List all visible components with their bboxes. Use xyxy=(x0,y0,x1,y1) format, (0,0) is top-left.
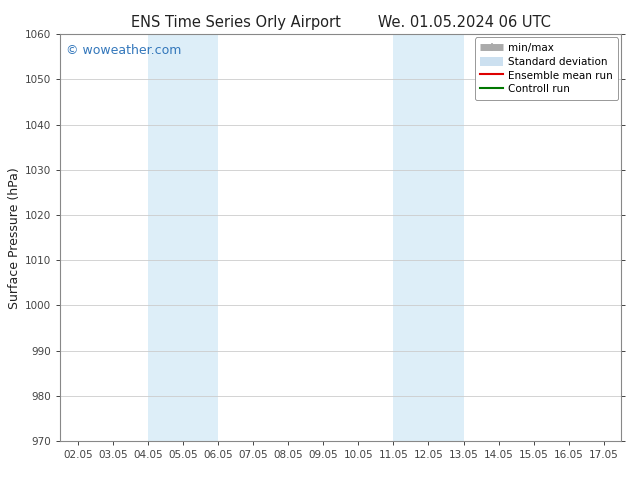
Bar xyxy=(393,34,463,441)
Text: © woweather.com: © woweather.com xyxy=(66,45,181,57)
Legend: min/max, Standard deviation, Ensemble mean run, Controll run: min/max, Standard deviation, Ensemble me… xyxy=(475,37,618,99)
Title: ENS Time Series Orly Airport        We. 01.05.2024 06 UTC: ENS Time Series Orly Airport We. 01.05.2… xyxy=(131,15,551,30)
Bar xyxy=(148,34,218,441)
Y-axis label: Surface Pressure (hPa): Surface Pressure (hPa) xyxy=(8,167,21,309)
